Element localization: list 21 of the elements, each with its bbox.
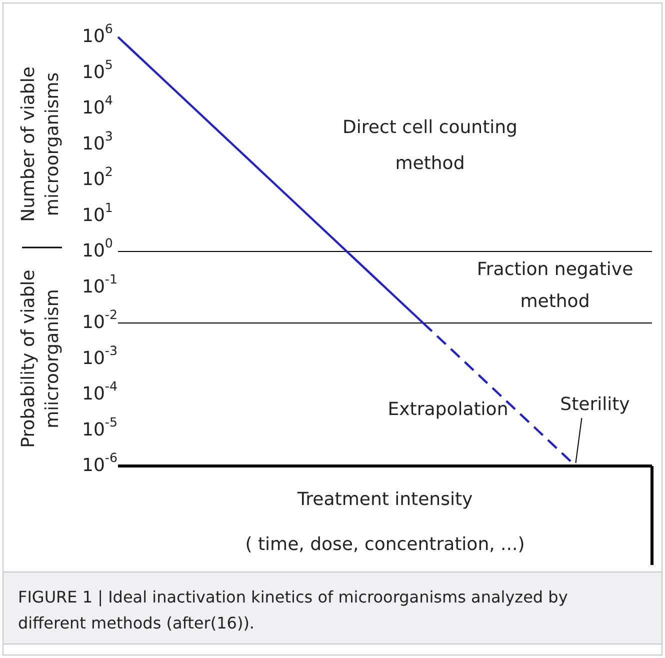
y-tick-label: 10$^{5}$	[82, 56, 113, 83]
y-tick-label: 10$^{2}$	[82, 164, 113, 190]
y-tick-label: 10$^{3}$	[82, 128, 113, 154]
y-tick-label: 10$^{-4}$	[82, 378, 118, 404]
text: Probability of viable miicroorganism	[18, 270, 63, 448]
y-tick-label: 10$^{0}$	[82, 235, 113, 262]
y-tick-label: 10$^{-3}$	[82, 342, 118, 369]
y-tick-label: 10$^{-5}$	[82, 414, 118, 440]
caption: FIGURE 1 | Ideal inactivation kinetics of microorganisms analyzed by different methods (after(16)).	[18, 587, 568, 632]
annotation: Extrapolation	[388, 398, 508, 420]
y-tick-label: 10$^{-6}$	[82, 450, 118, 476]
annotation: Fraction negative method	[476, 258, 634, 312]
y-tick-label: 10$^{-2}$	[82, 306, 118, 333]
y-tick-label: 10$^{4}$	[82, 92, 113, 118]
text: Treatment intensity ( time, dose, concentration, ...)	[245, 488, 525, 555]
y-tick-label: 10$^{6}$	[82, 20, 113, 47]
y-tick-label: 10$^{-1}$	[82, 271, 118, 298]
y-axis-title: Number of viable microorganisms	[18, 66, 63, 222]
y-tick-label: 10$^{1}$	[82, 200, 113, 226]
annotation: Sterility	[560, 394, 630, 415]
annotation: Direct cell counting method	[342, 116, 518, 174]
